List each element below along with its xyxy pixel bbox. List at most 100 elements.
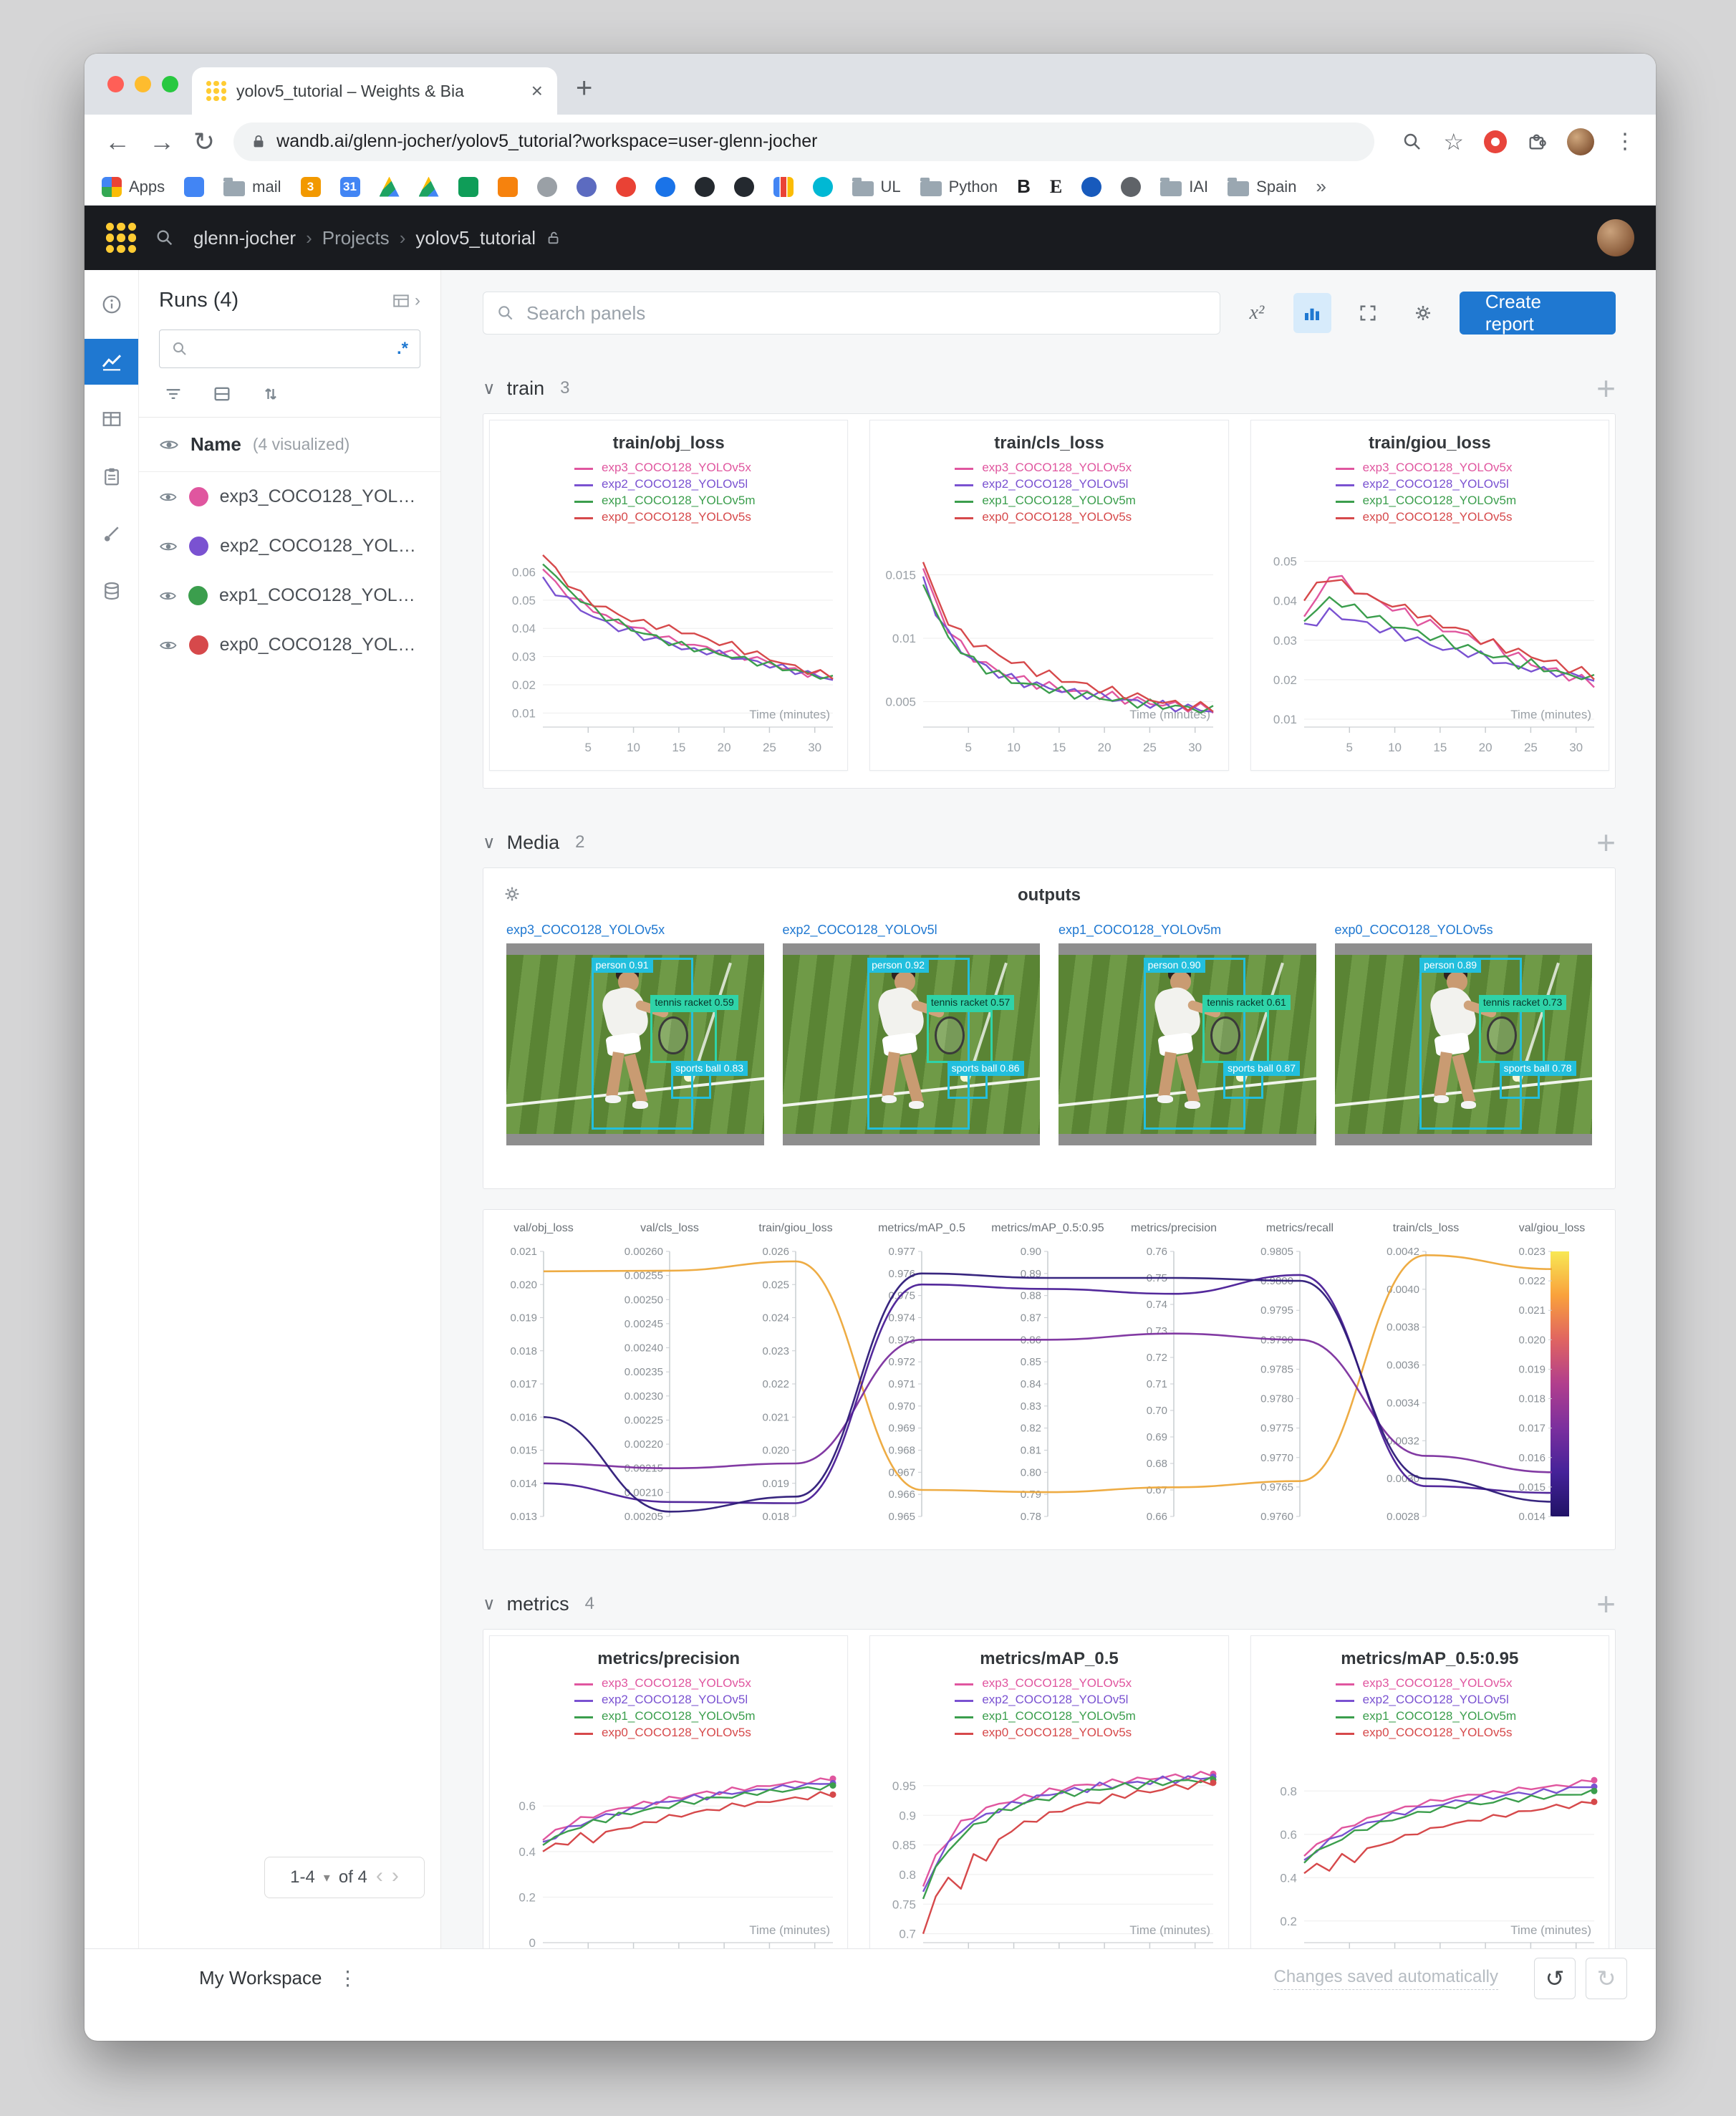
run-name[interactable]: exp2_COCO128_YOLOv5l [220,536,420,556]
bookmark-item[interactable] [576,176,597,197]
runs-table-icon[interactable] [392,292,410,310]
media-settings-icon[interactable] [502,884,522,908]
media-run-label[interactable]: exp1_COCO128_YOLOv5m [1059,923,1222,937]
settings-button[interactable] [1404,293,1442,333]
bookmark-item[interactable] [1081,176,1102,197]
eye-icon[interactable] [159,586,177,606]
add-panel-button[interactable]: + [1596,1585,1616,1622]
bookmark-item[interactable]: 3 [300,176,321,197]
detection-image[interactable]: person 0.92 tennis racket 0.57 sports ba… [782,943,1040,1145]
bookmark-item[interactable] [694,176,715,197]
minimize-window-button[interactable] [135,76,151,92]
media-item[interactable]: exp0_COCO128_YOLOv5s person 0.89 tennis … [1334,923,1592,1145]
detection-image[interactable]: person 0.90 tennis racket 0.61 sports ba… [1059,943,1316,1145]
chart-plot[interactable]: 0.80.60.40.251015202530Time (minutes) [1251,1756,1609,1948]
next-page-icon[interactable]: › [391,1864,399,1887]
undo-button[interactable]: ↺ [1534,1957,1576,1999]
media-item[interactable]: exp3_COCO128_YOLOv5x person 0.91 tennis … [506,923,764,1145]
bookmark-item[interactable]: » [1316,175,1326,198]
bookmark-item[interactable] [812,176,833,197]
media-run-label[interactable]: exp3_COCO128_YOLOv5x [506,923,665,937]
artifacts-tab[interactable] [85,568,138,614]
zoom-window-button[interactable] [162,76,178,92]
bookmark-item[interactable] [536,176,557,197]
runs-name-header[interactable]: Name (4 visualized) [139,418,440,472]
chart-plot[interactable]: 0.05 0.04 0.03 0.02 0.01 5 10 15 20 25 30 Time (min… [1251,541,1609,770]
bookmark-item[interactable] [458,176,478,197]
add-panel-button[interactable]: + [1596,824,1616,861]
run-row[interactable]: exp2_COCO128_YOLOv5l [139,521,440,571]
chart-panel-metrics-map0595[interactable]: metrics/mAP_0.5:0.95 exp3_COCO128_YOLOv5x… [1250,1635,1609,1948]
media-item[interactable]: exp1_COCO128_YOLOv5m person 0.90 tennis … [1059,923,1316,1145]
pagination-caret-icon[interactable]: ▾ [323,1870,330,1885]
run-name[interactable]: exp1_COCO128_YOLOv5m [218,585,420,605]
detection-image[interactable]: person 0.91 tennis racket 0.59 sports ba… [506,943,764,1145]
bookmark-item[interactable] [497,176,518,197]
media-run-label[interactable]: exp2_COCO128_YOLOv5l [782,923,937,937]
section-header-metrics[interactable]: ∨ metrics 4 + [483,1585,1616,1622]
charts-tab[interactable] [85,339,138,385]
reports-tab[interactable] [85,453,138,499]
prev-page-icon[interactable]: ‹ [375,1864,383,1887]
bookmark-star-icon[interactable]: ☆ [1443,128,1464,155]
browser-menu-icon[interactable]: ⋮ [1614,130,1636,153]
bookmark-item[interactable] [655,176,675,197]
run-name[interactable]: exp3_COCO128_YOLOv5x [219,486,420,506]
chevron-down-icon[interactable]: ∨ [483,832,496,852]
chart-panel-train-cls-loss[interactable]: train/cls_loss exp3_COCO128_YOLOv5x exp2_C… [869,420,1229,771]
pagination-range[interactable]: 1-4 [290,1867,315,1887]
runs-pagination[interactable]: 1-4 ▾ of 4 ‹ › [264,1857,425,1898]
fullscreen-button[interactable] [1349,293,1387,333]
wandb-logo[interactable] [106,223,136,253]
add-panel-button[interactable]: + [1596,370,1616,407]
group-icon[interactable] [212,384,232,404]
parallel-coordinates-panel[interactable]: val/obj_loss 0.021 0.020 0.019 0.018 0.017 0.0… [483,1209,1616,1550]
expand-runs-icon[interactable]: › [415,290,420,310]
bookmark-item[interactable]: UL [852,177,901,196]
reload-button[interactable]: ↻ [193,126,216,156]
bookmark-item[interactable]: mail [223,177,281,196]
runs-search-box[interactable]: .* [159,330,420,368]
new-tab-button[interactable]: + [576,72,593,104]
back-button[interactable]: ← [105,126,130,156]
bookmark-item[interactable] [1121,176,1142,197]
forward-button[interactable]: → [149,126,175,156]
eye-icon[interactable] [159,487,178,507]
browser-profile-avatar[interactable] [1567,128,1594,155]
bookmark-item[interactable] [184,176,205,197]
media-item[interactable]: exp2_COCO128_YOLOv5l person 0.92 tennis … [782,923,1040,1145]
bookmark-item[interactable]: Python [920,177,998,196]
overview-tab[interactable] [85,282,138,327]
create-report-button[interactable]: Create report [1459,291,1616,335]
chart-panel-train-obj-loss[interactable]: train/obj_loss exp3_COCO128_YOLOv5x exp2_C… [489,420,849,771]
run-row[interactable]: exp1_COCO128_YOLOv5m [139,571,440,620]
search-icon[interactable] [1402,131,1423,153]
bookmark-item[interactable] [418,176,439,197]
address-bar[interactable]: wandb.ai/glenn-jocher/yolov5_tutorial?wo… [233,122,1375,161]
parallel-coordinates-plot[interactable]: val/obj_loss 0.021 0.020 0.019 0.018 0.017 0.0… [483,1210,1615,1549]
bookmark-item[interactable]: Apps [102,176,165,197]
latex-button[interactable]: x² [1249,302,1265,324]
bookmark-item[interactable] [615,176,636,197]
chart-panel-metrics-precision[interactable]: metrics/precision exp3_COCO128_YOLOv5x exp… [489,1635,849,1948]
section-header-train[interactable]: ∨ train 3 + [483,370,1616,407]
run-row[interactable]: exp0_COCO128_YOLOv5s [139,620,440,670]
chevron-down-icon[interactable]: ∨ [483,378,496,398]
chart-panel-train-giou-loss[interactable]: train/giou_loss exp3_COCO128_YOLOv5x exp2_… [1250,420,1609,771]
tab-close-icon[interactable]: × [531,80,543,102]
detection-image[interactable]: person 0.89 tennis racket 0.73 sports ba… [1334,943,1592,1145]
search-icon[interactable] [155,228,175,248]
section-header-media[interactable]: ∨ Media 2 + [483,824,1616,861]
bookmark-item[interactable]: 31 [339,176,360,197]
regex-toggle[interactable]: .* [396,339,408,358]
eye-icon[interactable] [159,635,178,655]
bookmark-item[interactable]: E [1050,176,1062,198]
extension-icon[interactable] [1484,130,1507,153]
run-row[interactable]: exp3_COCO128_YOLOv5x [139,472,440,521]
bookmark-item[interactable] [773,176,794,197]
run-name[interactable]: exp0_COCO128_YOLOv5s [219,635,420,655]
workspace-selector[interactable]: My Workspace [199,1967,322,1988]
breadcrumb-project[interactable]: yolov5_tutorial [415,226,536,249]
sort-icon[interactable] [261,384,281,404]
